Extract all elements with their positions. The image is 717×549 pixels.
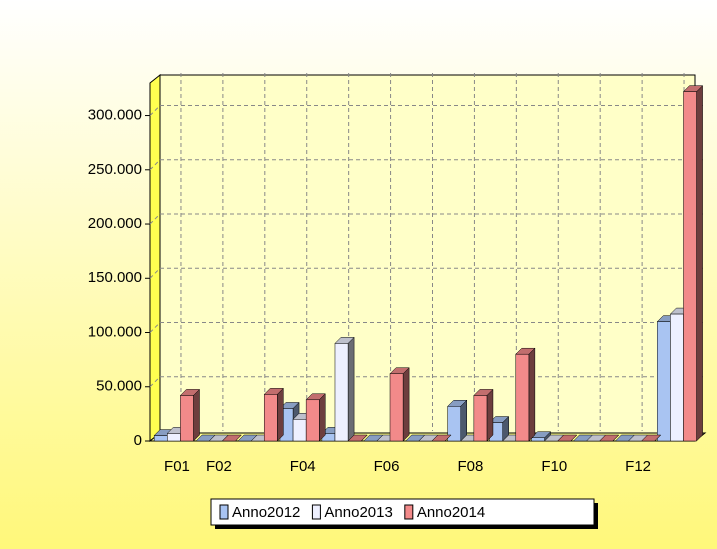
bar-side [402, 367, 410, 442]
bar-side [347, 336, 355, 442]
legend [210, 498, 595, 526]
grid-line [149, 159, 161, 171]
y-tick-label: 0 [134, 432, 142, 449]
bar-top [557, 434, 578, 442]
bar [473, 395, 488, 442]
bar-side [460, 399, 468, 442]
grid-line [149, 105, 161, 116]
bar [292, 419, 307, 442]
side-wall [149, 73, 161, 443]
x-tick-label: F08 [457, 458, 483, 475]
bar-top [599, 434, 620, 442]
bar [447, 406, 462, 442]
bar-side [193, 388, 200, 442]
bar [263, 394, 278, 442]
x-tick-label: F01 [164, 458, 190, 475]
grid-line [149, 267, 161, 279]
bar [389, 373, 404, 442]
x-tick-label: F12 [625, 458, 651, 475]
bar [515, 353, 530, 442]
bar-top [431, 434, 452, 442]
plot-area [159, 74, 696, 434]
bar-top [640, 434, 662, 442]
bar [167, 433, 181, 442]
y-tick-label: 250.000 [88, 161, 142, 178]
grid-line [149, 213, 161, 225]
bar [531, 437, 545, 442]
bar [683, 91, 697, 442]
legend-swatch [219, 504, 229, 520]
legend-label: Anno2013 [324, 504, 392, 521]
bar-side [319, 393, 326, 442]
legend-label: Anno2014 [417, 504, 485, 521]
x-tick-label: F02 [206, 458, 232, 475]
bar-top [347, 434, 368, 442]
legend-swatch [311, 504, 321, 520]
grid-line [149, 376, 161, 388]
bar [670, 313, 684, 442]
y-tick-label: 50.000 [96, 378, 142, 395]
y-tick-label: 200.000 [88, 215, 142, 232]
x-tick-label: F06 [374, 458, 400, 475]
bar-side [528, 347, 536, 442]
grid-line [149, 322, 161, 333]
x-tick-label: F04 [290, 458, 316, 475]
bar [153, 435, 168, 442]
bar-side [277, 387, 284, 442]
legend-label: Anno2012 [232, 504, 300, 521]
bar [657, 321, 671, 442]
bar [305, 399, 320, 442]
bar-side [486, 388, 494, 442]
bar-top [221, 434, 243, 442]
legend-swatch [404, 504, 414, 520]
x-tick-label: F10 [541, 458, 567, 475]
bar-side [696, 85, 703, 442]
y-tick-label: 100.000 [88, 323, 142, 340]
bar [334, 343, 349, 442]
y-tick-label: 300.000 [88, 107, 142, 124]
y-tick-label: 150.000 [88, 269, 142, 286]
bar [180, 395, 194, 442]
